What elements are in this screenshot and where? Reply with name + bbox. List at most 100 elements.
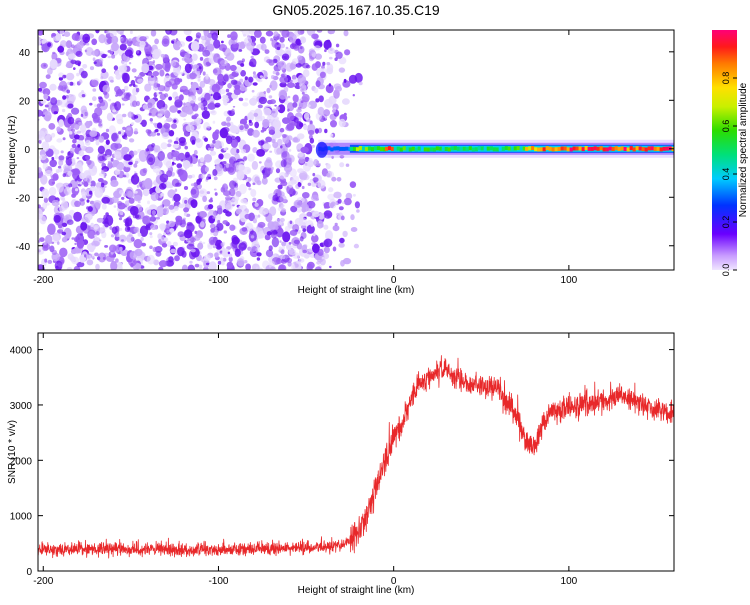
noise-blob bbox=[99, 52, 103, 56]
noise-blob bbox=[183, 212, 187, 217]
noise-blob bbox=[135, 214, 140, 219]
noise-blob bbox=[98, 120, 101, 123]
noise-blob bbox=[278, 246, 283, 251]
noise-blob bbox=[42, 245, 49, 252]
trace-cell bbox=[572, 146, 576, 151]
noise-blob bbox=[92, 116, 100, 124]
noise-blob bbox=[184, 199, 188, 204]
noise-blob bbox=[227, 83, 232, 89]
trace-cell bbox=[342, 146, 346, 151]
noise-blob bbox=[206, 128, 209, 130]
noise-blob bbox=[298, 258, 305, 263]
noise-blob bbox=[49, 159, 57, 168]
noise-blob bbox=[62, 173, 66, 178]
noise-blob bbox=[159, 173, 169, 183]
noise-blob bbox=[187, 174, 193, 179]
noise-blob bbox=[190, 183, 195, 187]
noise-blob bbox=[95, 263, 100, 270]
trace-cell bbox=[379, 147, 384, 152]
noise-blob bbox=[100, 76, 104, 80]
noise-blob bbox=[200, 97, 206, 102]
noise-blob bbox=[52, 51, 56, 55]
noise-blob bbox=[172, 241, 178, 247]
noise-blob bbox=[342, 98, 350, 105]
trace-cell bbox=[459, 146, 463, 151]
noise-blob bbox=[268, 126, 276, 133]
noise-blob bbox=[194, 230, 198, 234]
noise-blob bbox=[156, 99, 166, 110]
noise-blob bbox=[100, 182, 105, 188]
noise-blob bbox=[189, 72, 197, 80]
noise-blob bbox=[163, 232, 166, 237]
noise-blob bbox=[297, 106, 302, 110]
noise-blob bbox=[147, 200, 150, 205]
noise-blob bbox=[149, 245, 153, 249]
noise-blob bbox=[220, 59, 228, 67]
noise-blob bbox=[73, 211, 82, 222]
noise-blob bbox=[278, 172, 287, 180]
noise-blob bbox=[137, 201, 141, 204]
noise-blob bbox=[126, 127, 132, 131]
noise-blob bbox=[83, 181, 89, 187]
trace-cell bbox=[339, 146, 343, 151]
noise-blob bbox=[299, 83, 302, 87]
noise-blob bbox=[177, 231, 185, 238]
noise-blob bbox=[85, 42, 90, 46]
snr-x-label: Height of straight line (km) bbox=[298, 585, 415, 596]
noise-blob bbox=[128, 215, 131, 219]
noise-blob bbox=[159, 93, 167, 101]
noise-blob bbox=[164, 237, 168, 242]
trace-cell bbox=[545, 146, 549, 151]
noise-blob bbox=[151, 210, 156, 216]
noise-blob bbox=[186, 223, 195, 233]
trace-cell bbox=[608, 146, 612, 151]
noise-blob bbox=[254, 121, 260, 129]
noise-blob bbox=[199, 162, 204, 166]
noise-blob bbox=[57, 45, 65, 53]
noise-blob bbox=[74, 242, 77, 246]
noise-blob bbox=[248, 187, 252, 191]
trace-cell bbox=[504, 146, 508, 151]
noise-blob bbox=[174, 205, 179, 211]
noise-blob bbox=[179, 49, 186, 57]
noise-blob bbox=[59, 99, 68, 108]
noise-blob bbox=[205, 40, 211, 45]
noise-blob bbox=[68, 131, 73, 135]
noise-blob bbox=[47, 223, 56, 235]
noise-blob bbox=[89, 185, 97, 192]
noise-blob bbox=[150, 224, 158, 230]
noise-blob bbox=[309, 137, 315, 144]
noise-blob bbox=[140, 236, 144, 242]
noise-blob bbox=[239, 210, 248, 223]
noise-blob bbox=[111, 132, 118, 142]
colorbar-tick-label: 0.4 bbox=[721, 168, 731, 181]
noise-blob bbox=[226, 52, 235, 61]
noise-blob bbox=[328, 83, 332, 87]
noise-blob bbox=[43, 64, 46, 67]
x-tick-label: -200 bbox=[33, 275, 53, 286]
noise-blob bbox=[273, 31, 279, 37]
noise-blob bbox=[89, 190, 93, 195]
noise-blob bbox=[171, 123, 177, 129]
trace-cell bbox=[327, 146, 331, 151]
noise-blob bbox=[116, 161, 125, 171]
noise-blob bbox=[168, 256, 174, 263]
noise-blob bbox=[160, 192, 165, 197]
noise-blob bbox=[86, 259, 94, 266]
noise-blob bbox=[239, 227, 248, 235]
noise-blob bbox=[155, 216, 160, 220]
noise-blob bbox=[134, 76, 137, 78]
trace-cell bbox=[384, 146, 389, 151]
noise-blob bbox=[350, 214, 355, 221]
noise-blob bbox=[53, 214, 61, 223]
noise-blob bbox=[108, 125, 116, 136]
noise-blob bbox=[82, 64, 88, 69]
noise-blob bbox=[96, 103, 101, 108]
noise-blob bbox=[149, 107, 159, 117]
noise-blob bbox=[127, 164, 132, 168]
noise-blob bbox=[38, 240, 41, 243]
noise-blob bbox=[98, 155, 105, 162]
noise-blob bbox=[93, 61, 97, 64]
noise-blob bbox=[301, 185, 305, 190]
noise-blob bbox=[165, 160, 172, 169]
